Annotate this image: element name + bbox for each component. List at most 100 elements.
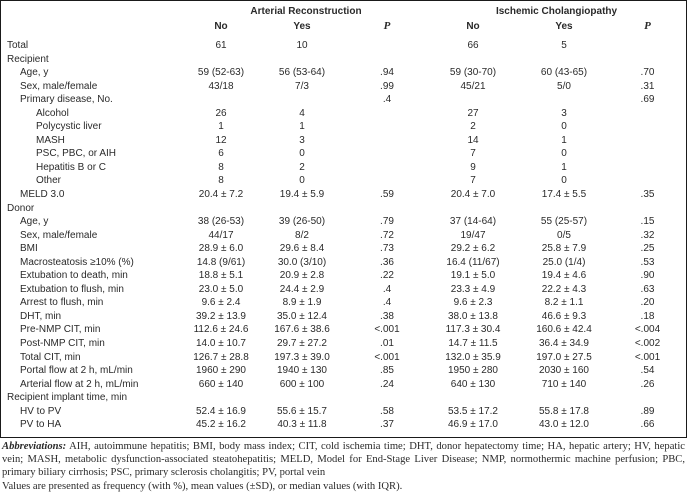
cell	[427, 93, 519, 107]
cell: 38.0 ± 13.8	[448, 310, 498, 322]
cell	[609, 34, 686, 53]
cell: 3	[561, 107, 567, 119]
cell: 2	[299, 161, 305, 173]
cell: 14.8 (9/61)	[196, 256, 246, 268]
row-label: Arterial flow at 2 h, mL/min	[20, 378, 139, 390]
cell: .59	[380, 189, 394, 201]
cell: 1	[218, 121, 224, 133]
cell: 8	[218, 175, 224, 187]
cell: 14	[467, 134, 479, 146]
cell: 61	[215, 40, 227, 51]
table-footnotes: Abbreviations: AIH, autoimmune hepatitis…	[2, 440, 685, 493]
cell: 46.9 ± 17.0	[448, 419, 498, 431]
cell: 1	[299, 121, 305, 133]
cell: 197.3 ± 39.0	[274, 351, 330, 363]
cell	[185, 202, 257, 216]
cell: 6	[218, 148, 224, 160]
table-row: Hepatitis B or C 8 2 9 1	[1, 161, 686, 175]
row-label: MELD 3.0	[20, 189, 65, 201]
abbreviations-note: Abbreviations: AIH, autoimmune hepatitis…	[2, 440, 685, 480]
row-label: Total CIT, min	[20, 351, 81, 363]
cell: 4	[299, 107, 305, 119]
cell: 0	[299, 148, 305, 160]
row-label: Hepatitis B or C	[36, 161, 107, 173]
cell: .58	[380, 405, 394, 417]
cell	[257, 93, 347, 107]
cell: 24.4 ± 2.9	[279, 283, 325, 295]
cell: 18.8 ± 5.1	[198, 270, 244, 282]
cell: 132.0 ± 35.9	[445, 351, 501, 363]
cell: .4	[382, 94, 392, 106]
cell: .94	[380, 67, 394, 79]
cell: .37	[380, 419, 394, 431]
cell: 167.6 ± 38.6	[274, 324, 330, 336]
cell: 14.7 ± 11.5	[448, 338, 498, 350]
cell: 60 (43-65)	[540, 67, 588, 79]
cell: 20.4 ± 7.0	[450, 189, 496, 201]
cell: .89	[640, 405, 655, 417]
cell: 52.4 ± 16.9	[196, 405, 246, 417]
cell	[347, 202, 427, 216]
cell: .22	[380, 270, 394, 282]
cell: .66	[640, 419, 655, 431]
table-row: Sex, male/female 44/17 8/2 .72 19/47 0/5 .32	[1, 229, 686, 243]
cell: 19.4 ± 4.6	[541, 270, 587, 282]
cell: 66	[467, 40, 479, 51]
cell: 7	[470, 175, 476, 187]
cell: <.001	[374, 324, 400, 336]
cell: .63	[640, 283, 655, 295]
cell: 710 ± 140	[541, 378, 587, 390]
cell: .01	[380, 338, 394, 350]
cell: 45/21	[460, 80, 486, 92]
row-label: Recipient	[7, 53, 49, 65]
cell	[347, 391, 427, 405]
table-row: Recipient	[1, 53, 686, 67]
table-row: Age, y 59 (52-63) 56 (53-64) .94 59 (30-70) 6…	[1, 66, 686, 80]
cell: 660 ± 140	[198, 378, 244, 390]
row-label: Alcohol	[36, 107, 69, 119]
cell: 25.8 ± 7.9	[541, 243, 587, 255]
cell	[609, 202, 686, 216]
cell: 59 (30-70)	[449, 67, 497, 79]
cell: 23.0 ± 5.0	[198, 283, 244, 295]
row-label: DHT, min	[20, 310, 62, 322]
cell: 10	[296, 40, 308, 51]
cell: 56 (53-64)	[278, 67, 326, 79]
cell: 3	[299, 134, 305, 146]
row-label: Other	[36, 175, 62, 187]
table-row: Total 61 10 66 5	[1, 34, 686, 53]
column-header: No	[214, 21, 228, 32]
row-label: Post-NMP CIT, min	[20, 338, 105, 350]
cell: .24	[380, 378, 394, 390]
cell: .72	[380, 229, 394, 241]
cell	[347, 134, 427, 148]
cell: <.001	[634, 351, 661, 363]
cell: 0	[299, 175, 305, 187]
cell: .54	[640, 365, 655, 377]
cell: 38 (26-53)	[197, 216, 245, 228]
cell: 29.2 ± 6.2	[450, 243, 496, 255]
table-body: Total 61 10 66 5 Recipient Age, y 59 (52-63) 56 …	[1, 34, 686, 432]
table-row: Alcohol 26 4 27 3	[1, 107, 686, 121]
row-label: Arrest to flush, min	[20, 297, 104, 309]
cell: .4	[382, 283, 392, 295]
cell	[609, 161, 686, 175]
table-row: Extubation to death, min 18.8 ± 5.1 20.9 ±…	[1, 269, 686, 283]
row-label: Primary disease, No.	[20, 94, 113, 106]
table-row: Sex, male/female 43/18 7/3 .99 45/21 5/0 .31	[1, 80, 686, 94]
cell: 112.6 ± 24.6	[193, 324, 249, 336]
cell: .53	[640, 256, 655, 268]
cell: 117.3 ± 30.4	[445, 324, 501, 336]
column-header: Yes	[293, 21, 311, 32]
row-label: Sex, male/female	[20, 80, 98, 92]
cell: .73	[380, 243, 394, 255]
table-row: DHT, min 39.2 ± 13.9 35.0 ± 12.4 .38 38.0 ± …	[1, 310, 686, 324]
cell	[519, 93, 609, 107]
cell: 26	[215, 107, 227, 119]
row-label: PSC, PBC, or AIH	[36, 148, 117, 160]
cell	[609, 174, 686, 188]
cell	[347, 161, 427, 175]
table-row: Primary disease, No. .4 .69	[1, 93, 686, 107]
cell: 29.7 ± 27.2	[277, 338, 327, 350]
cell: <.004	[634, 324, 661, 336]
